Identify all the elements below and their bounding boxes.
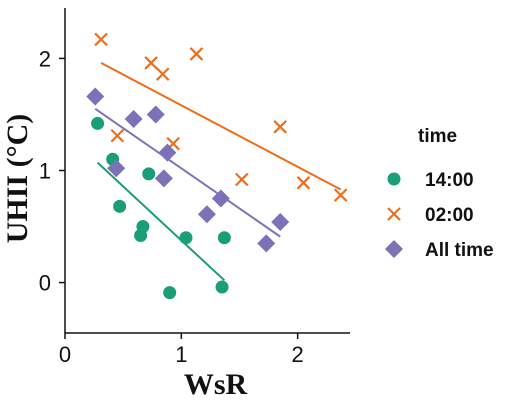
data-points <box>86 32 348 300</box>
data-point-series-3 <box>146 105 165 124</box>
data-point-series-3 <box>271 213 290 232</box>
legend-label-1: 14:00 <box>425 170 474 191</box>
x-axis-title: WsR <box>184 368 248 401</box>
data-point-series-1 <box>179 231 193 245</box>
data-point-series-1 <box>113 199 127 213</box>
legend-title: time <box>418 126 457 147</box>
data-point-series-3 <box>86 87 105 106</box>
fit-line-series-1 <box>96 161 226 282</box>
y-tick-label: 2 <box>39 46 51 71</box>
data-point-series-2 <box>296 176 311 190</box>
data-point-series-3 <box>107 159 126 178</box>
y-tick-label: 1 <box>39 159 51 184</box>
y-tick-label: 0 <box>39 271 51 296</box>
x-tick-label: 1 <box>175 342 187 367</box>
data-point-series-3 <box>197 205 216 224</box>
legend-marker-3 <box>385 240 403 258</box>
data-point-series-1 <box>91 116 105 130</box>
legend-label-2: 02:00 <box>425 205 474 226</box>
data-point-series-2 <box>189 47 204 61</box>
plot-area: 0 1 2 0 1 2 <box>39 8 350 367</box>
x-tick-label: 2 <box>292 342 304 367</box>
data-point-series-3 <box>211 189 230 208</box>
data-point-series-2 <box>144 56 158 70</box>
data-point-series-2 <box>235 172 249 187</box>
legend: time 14:00 02:00 All time <box>385 126 494 261</box>
data-point-series-1 <box>215 280 229 294</box>
x-tick-label: 0 <box>59 342 71 367</box>
legend-label-3: All time <box>425 240 494 261</box>
legend-marker-1 <box>387 172 401 186</box>
data-point-series-2 <box>273 120 287 134</box>
data-point-series-2 <box>333 188 348 202</box>
axis-ticks: 0 1 2 0 1 2 <box>39 46 304 367</box>
fit-lines <box>94 62 342 282</box>
fit-line-series-2 <box>100 62 342 191</box>
fit-line-series-3 <box>94 108 281 238</box>
data-point-series-1 <box>217 231 231 245</box>
data-point-series-3 <box>154 169 173 188</box>
data-point-series-2 <box>155 67 170 81</box>
data-point-series-3 <box>124 109 143 128</box>
data-point-series-2 <box>94 32 108 47</box>
data-point-series-1 <box>142 167 156 181</box>
y-axis-title: UHII (°C) <box>1 114 34 244</box>
legend-items: 14:00 02:00 All time <box>385 170 494 261</box>
data-point-series-2 <box>110 128 125 143</box>
data-point-series-3 <box>158 143 177 162</box>
data-point-series-3 <box>257 234 276 253</box>
legend-marker-2 <box>387 207 401 221</box>
data-point-series-1 <box>163 286 177 300</box>
data-point-series-1 <box>136 220 150 234</box>
